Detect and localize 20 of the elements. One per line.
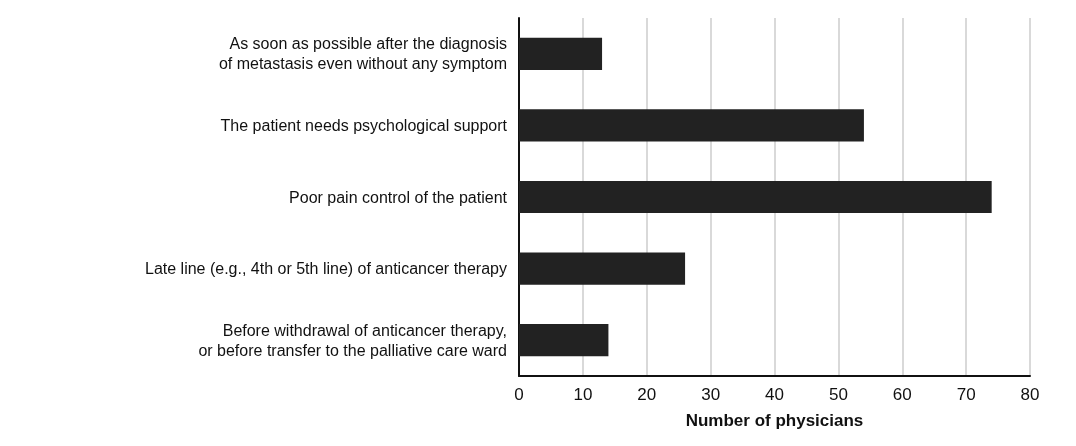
x-tick-label: 80 (1020, 385, 1040, 404)
y-tick-label: Late line (e.g., 4th or 5th line) of anticancer therapy (145, 260, 507, 278)
bar (519, 324, 609, 357)
bar (519, 180, 992, 214)
x-tick-label: 70 (956, 385, 976, 404)
y-tick-label: As soon as possible after the diagnosis of metastasis even without any symptom (218, 35, 507, 73)
x-axis-title: Number of physicians (685, 411, 864, 430)
x-tick-label: 0 (514, 385, 524, 404)
x-tick-label: 30 (701, 385, 721, 404)
x-tick-label: 20 (637, 385, 657, 404)
y-tick-label: The patient needs psychological support (220, 116, 508, 134)
x-tick-label: 50 (828, 385, 848, 404)
y-tick-label: Before withdrawal of anticancer therapy, or before transfer to the palliative care ward (198, 321, 507, 359)
bar (519, 37, 603, 70)
x-tick-label: 40 (765, 385, 784, 404)
y-tick-label: Poor pain control of the patient (289, 188, 508, 206)
x-tick-label: 60 (892, 385, 912, 404)
x-tick-label: 10 (573, 385, 593, 404)
bar (519, 109, 864, 142)
bar (519, 252, 686, 285)
